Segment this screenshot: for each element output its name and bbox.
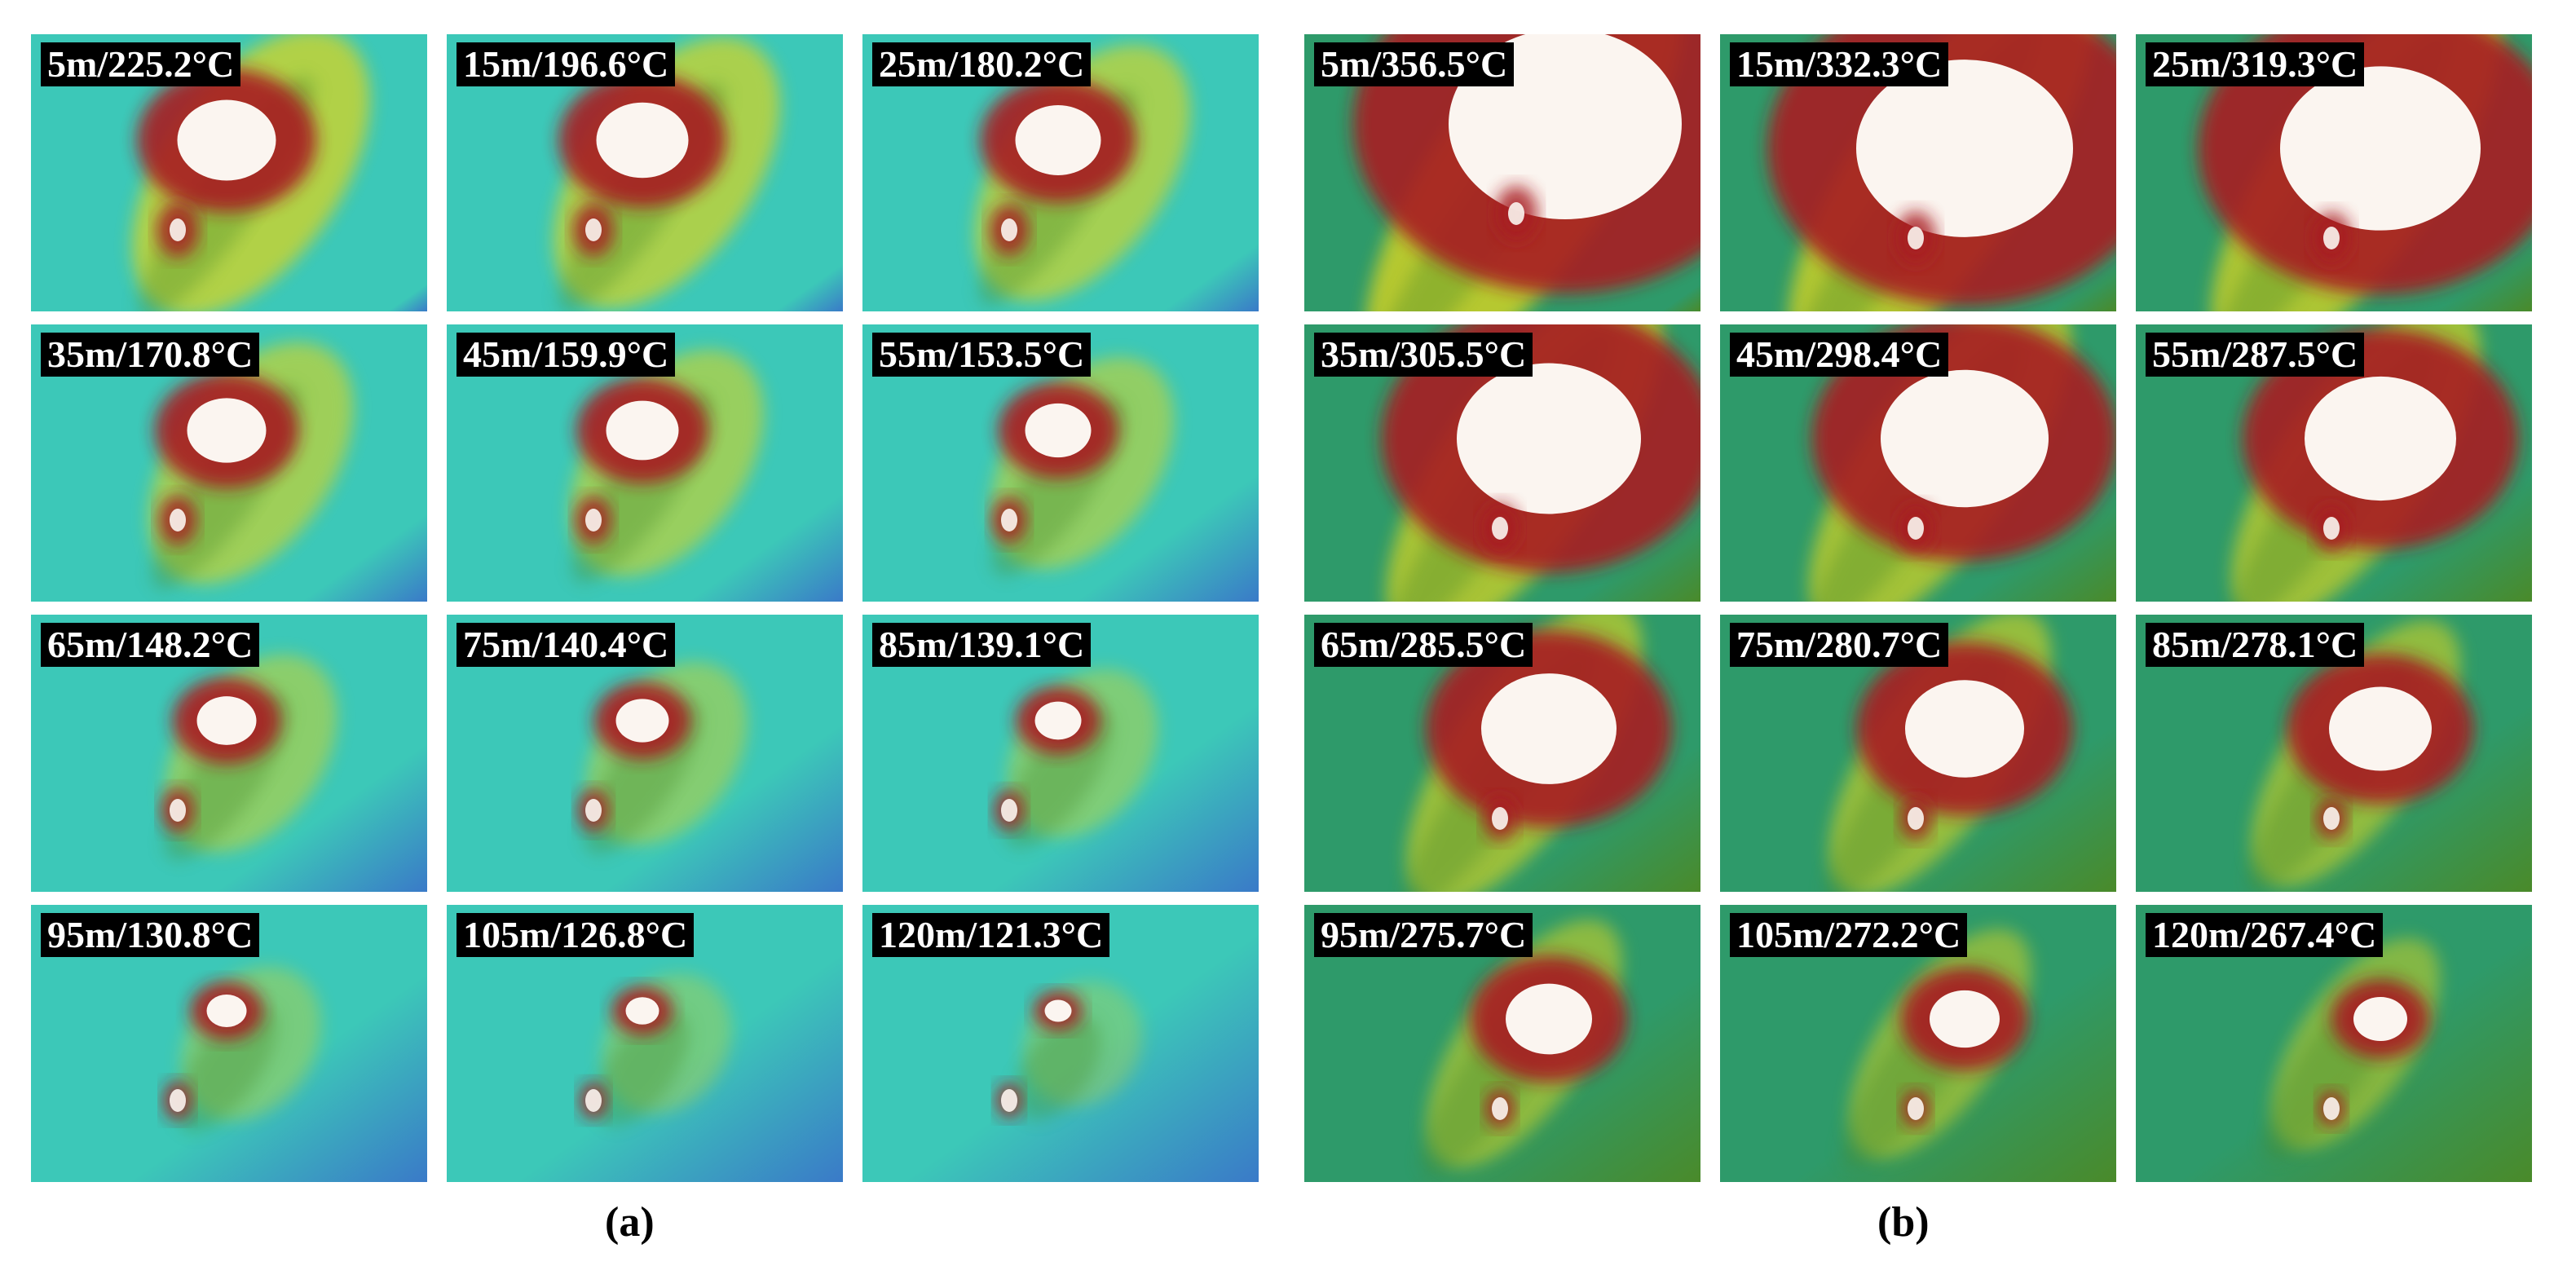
thermal-image <box>1304 324 1700 602</box>
thermal-tile: 15m/332.3°C <box>1720 34 2116 311</box>
tile-label: 95m/275.7°C <box>1314 913 1533 957</box>
tile-label: 65m/148.2°C <box>41 623 260 667</box>
tile-label: 15m/196.6°C <box>457 42 676 86</box>
tile-label: 95m/130.8°C <box>41 913 260 957</box>
panel-caption: (a) <box>605 1199 655 1246</box>
tile-label: 35m/170.8°C <box>41 333 260 377</box>
thermal-image <box>447 34 843 311</box>
tile-label: 65m/285.5°C <box>1314 623 1533 667</box>
thermal-tile: 35m/305.5°C <box>1304 324 1700 602</box>
tile-label: 85m/278.1°C <box>2146 623 2365 667</box>
tile-label: 120m/121.3°C <box>872 913 1110 957</box>
tile-label: 35m/305.5°C <box>1314 333 1533 377</box>
thermal-image <box>1304 905 1700 1182</box>
thermal-tile: 105m/126.8°C <box>447 905 843 1182</box>
tile-label: 105m/126.8°C <box>457 913 695 957</box>
thermal-tile: 95m/275.7°C <box>1304 905 1700 1182</box>
thermal-tile: 55m/287.5°C <box>2136 324 2532 602</box>
tile-label: 120m/267.4°C <box>2146 913 2384 957</box>
thermal-tile: 35m/170.8°C <box>31 324 427 602</box>
tile-label: 45m/159.9°C <box>457 333 676 377</box>
thermal-tile: 75m/280.7°C <box>1720 615 2116 892</box>
thermal-tile: 15m/196.6°C <box>447 34 843 311</box>
thermal-tile: 120m/267.4°C <box>2136 905 2532 1182</box>
thermal-tile: 85m/139.1°C <box>862 615 1259 892</box>
tile-label: 85m/139.1°C <box>872 623 1092 667</box>
thermal-tile: 5m/356.5°C <box>1304 34 1700 311</box>
tile-label: 5m/225.2°C <box>41 42 241 86</box>
tile-label: 5m/356.5°C <box>1314 42 1515 86</box>
thermal-image <box>447 615 843 892</box>
thermal-tile: 45m/298.4°C <box>1720 324 2116 602</box>
tile-label: 25m/319.3°C <box>2146 42 2365 86</box>
tile-label: 75m/280.7°C <box>1730 623 1949 667</box>
thermal-tile: 65m/148.2°C <box>31 615 427 892</box>
tile-label: 55m/287.5°C <box>2146 333 2365 377</box>
thermal-tile: 75m/140.4°C <box>447 615 843 892</box>
panel-caption: (b) <box>1877 1199 1930 1246</box>
tile-label: 75m/140.4°C <box>457 623 676 667</box>
tile-label: 25m/180.2°C <box>872 42 1092 86</box>
thermal-tile: 45m/159.9°C <box>447 324 843 602</box>
thermal-tile: 95m/130.8°C <box>31 905 427 1182</box>
thermal-tile: 55m/153.5°C <box>862 324 1259 602</box>
tile-label: 45m/298.4°C <box>1730 333 1949 377</box>
thermal-tile: 105m/272.2°C <box>1720 905 2116 1182</box>
thermal-tile: 5m/225.2°C <box>31 34 427 311</box>
thermal-tile: 25m/319.3°C <box>2136 34 2532 311</box>
thermal-tile: 65m/285.5°C <box>1304 615 1700 892</box>
tile-label: 15m/332.3°C <box>1730 42 1949 86</box>
thermal-tile: 25m/180.2°C <box>862 34 1259 311</box>
tile-label: 105m/272.2°C <box>1730 913 1968 957</box>
thermal-image <box>1720 34 2116 311</box>
thermal-tile: 120m/121.3°C <box>862 905 1259 1182</box>
tile-label: 55m/153.5°C <box>872 333 1092 377</box>
thermal-tile: 85m/278.1°C <box>2136 615 2532 892</box>
